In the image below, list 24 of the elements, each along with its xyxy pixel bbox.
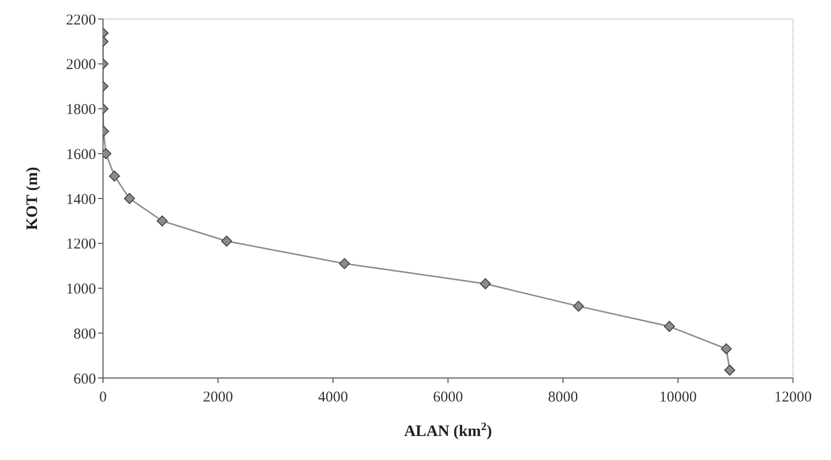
y-tick-label: 2200 bbox=[66, 12, 96, 28]
point bbox=[720, 343, 732, 354]
y-tick-label: 1800 bbox=[66, 102, 96, 118]
y-tick-label: 1000 bbox=[66, 282, 96, 298]
point bbox=[724, 364, 736, 376]
x-tick-label: 0 bbox=[99, 390, 107, 406]
x-tick-label: 12000 bbox=[774, 390, 812, 406]
x-tick-label: 6000 bbox=[433, 390, 463, 406]
point bbox=[573, 300, 584, 312]
y-tick-label: 800 bbox=[74, 326, 96, 342]
y-tick-label: 600 bbox=[74, 371, 96, 388]
x-tick-label: 2000 bbox=[203, 390, 233, 406]
point bbox=[480, 278, 491, 290]
x-tick-label: 8000 bbox=[548, 390, 578, 406]
y-axis-title: KOT (m) bbox=[24, 166, 41, 230]
y-tick-label: 1200 bbox=[66, 236, 96, 253]
point bbox=[339, 258, 350, 270]
x-tick-label: 4000 bbox=[318, 390, 348, 406]
x-axis-title: ALAN (km$^{2}$) bbox=[404, 421, 492, 440]
y-tick-label: 1400 bbox=[66, 192, 96, 208]
y-tick-label: 1600 bbox=[66, 146, 96, 163]
point bbox=[664, 320, 675, 332]
y-tick-label: 2000 bbox=[66, 57, 96, 74]
x-tick-label: 10000 bbox=[659, 390, 697, 406]
